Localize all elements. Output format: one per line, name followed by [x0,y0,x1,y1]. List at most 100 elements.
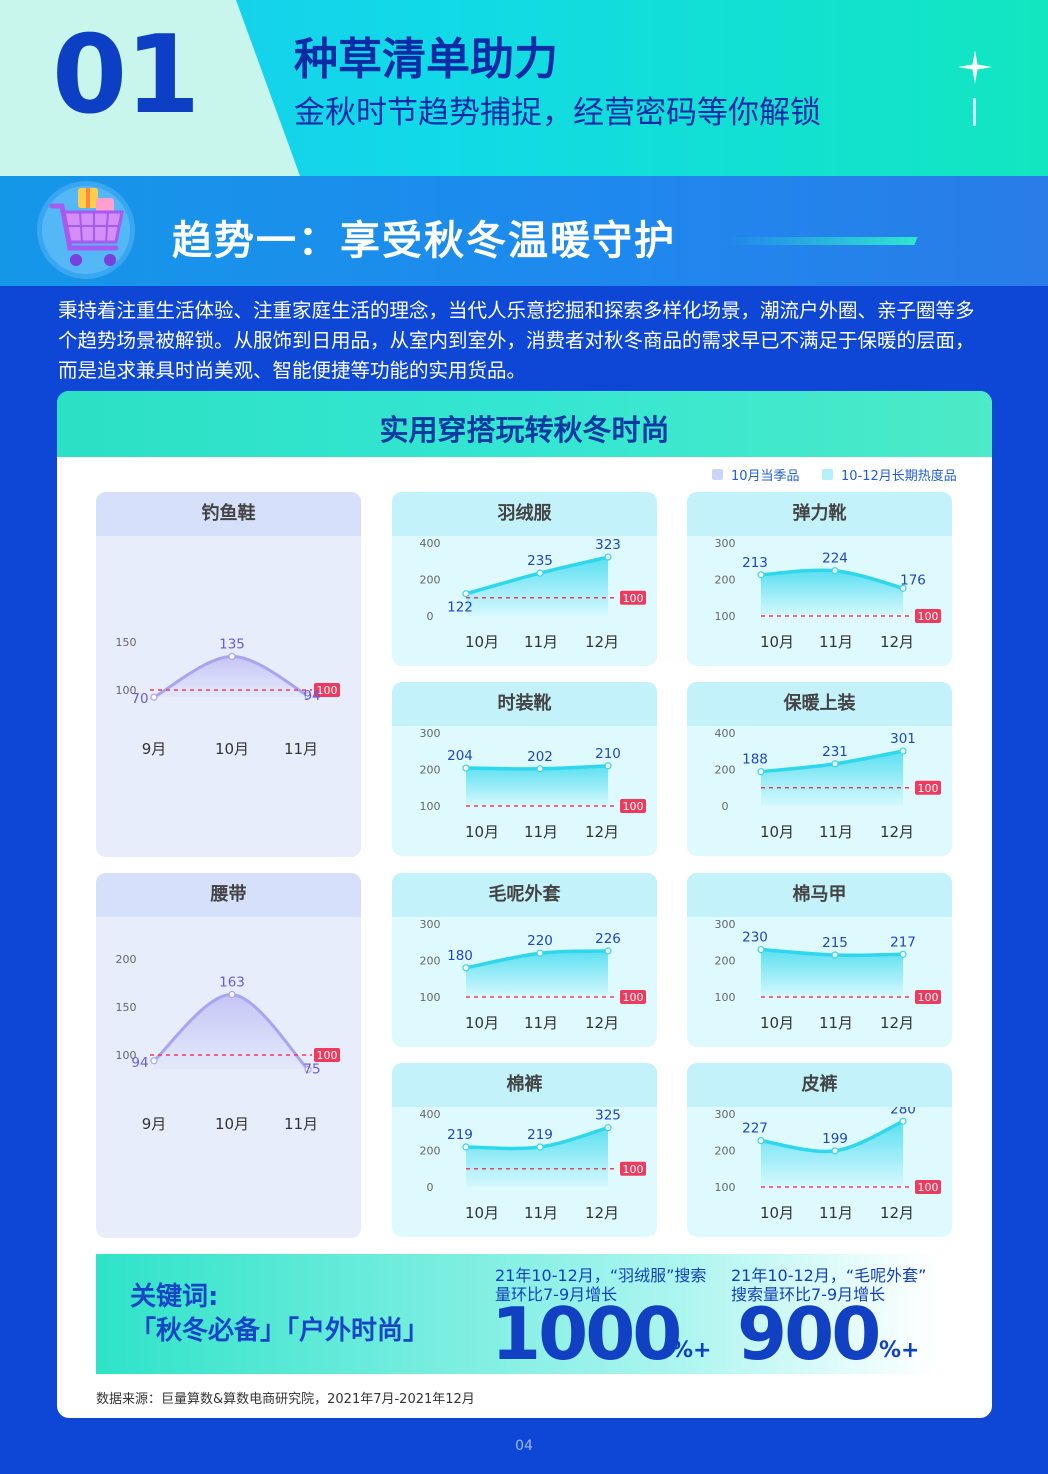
baseline-label: 100 [623,1163,644,1176]
stat-wool-coat: 21年10-12月，“毛呢外套” 搜索量环比7-9月增长 900 %+ [731,1266,931,1370]
x-tick-label: 12月 [585,633,619,651]
y-tick-label: 300 [715,918,736,931]
y-tick-label: 200 [116,953,137,966]
baseline-label: 100 [317,684,338,697]
baseline-label: 100 [623,991,644,1004]
section-number: 01 [52,13,200,138]
x-tick-label: 11月 [284,740,318,758]
x-tick-label: 11月 [524,1204,558,1222]
baseline-badge [620,590,646,605]
page-title: 种草清单助力 [294,34,558,85]
y-tick-label: 150 [116,636,137,649]
data-label: 122 [447,600,473,616]
data-label: 231 [822,744,848,760]
data-label: 230 [742,930,768,946]
baseline-label: 100 [918,610,939,623]
line-chart: 100 200 300 100 213 224 176 10月 11月 12月 [715,537,941,651]
page-number: 04 [515,1438,533,1454]
chart-panel: 0 200 400 100 122 235 323 10月 11月 12月 羽绒服 [392,492,657,666]
x-tick-label: 10月 [465,823,499,841]
chart-title: 弹力靴 [687,492,952,536]
data-point [757,571,765,579]
stat-value: 1000 [491,1292,682,1376]
data-point [899,950,907,958]
data-point [899,747,907,755]
x-tick-label: 11月 [284,1115,318,1133]
baseline-label: 100 [623,592,644,605]
stat-unit: %+ [671,1338,712,1363]
y-tick-label: 300 [420,727,441,740]
baseline-badge [915,609,941,623]
y-tick-label: 200 [420,764,441,777]
data-source: 数据来源：巨量算数&算数电商研究院，2021年7月-2021年12月 [96,1392,475,1407]
intro-paragraph: 秉持着注重生活体验、注重家庭生活的理念，当代人乐意挖掘和探索多样化场景，潮流户外… [58,299,975,382]
legend-label: 10-12月长期热度品 [841,469,957,484]
x-tick-label: 12月 [880,1014,914,1032]
x-tick-label: 9月 [142,740,167,758]
y-tick-label: 100 [116,684,137,697]
legend-label: 10月当季品 [731,469,800,484]
x-tick-label: 11月 [524,633,558,651]
data-label: 325 [595,1108,621,1124]
y-tick-label: 400 [420,1108,441,1121]
x-tick-label: 11月 [819,823,853,841]
data-label: 224 [822,551,848,567]
y-tick-label: 150 [116,1001,137,1014]
x-tick-label: 10月 [760,823,794,841]
data-label: 220 [527,933,553,949]
data-point [831,951,839,959]
data-point [536,765,544,773]
data-point [604,947,612,955]
stat-desc: 搜索量环比7-9月增长 [731,1285,886,1304]
chart-title: 保暖上装 [687,682,952,726]
x-tick-label: 11月 [819,1204,853,1222]
sparkle-icon [958,50,992,84]
chart-panel: 100 200 300 100 213 224 176 10月 11月 12月 弹力靴 [687,492,952,666]
keyword-block: 关键词: 「秋冬必备」「户外时尚」 [130,1280,429,1348]
legend-item-seasonal: 10月当季品 [712,465,800,484]
line-chart: 100 200 300 100 204 202 210 10月 11月 12月 [420,727,646,841]
keyword-values: 「秋冬必备」「户外时尚」 [130,1316,430,1346]
data-point [757,1137,765,1145]
data-point [831,567,839,575]
data-point [462,764,470,772]
baseline-badge [620,990,646,1004]
chart-panel: 100 200 300 100 204 202 210 10月 11月 12月 时装靴 [392,682,657,856]
data-point [462,1143,470,1151]
data-label: 202 [527,749,553,765]
data-label: 163 [219,975,245,991]
data-point [536,949,544,957]
y-tick-label: 200 [715,764,736,777]
stat-down-jacket: 21年10-12月，“羽绒服”搜索 量环比7-9月增长 1000 %+ [491,1266,735,1370]
chart-title: 毛呢外套 [392,873,657,917]
chart-title: 钓鱼鞋 [96,492,361,536]
data-point [304,692,312,700]
y-tick-label: 100 [715,1181,736,1194]
baseline-badge [314,1048,340,1062]
baseline-label: 100 [918,991,939,1004]
x-tick-label: 9月 [142,1115,167,1133]
data-point [462,590,470,598]
chart-title: 棉马甲 [687,873,952,917]
series-area [466,1127,608,1187]
stat-unit: %+ [879,1338,920,1363]
data-point [228,990,236,999]
data-label: 301 [890,731,916,747]
y-tick-label: 300 [715,1108,736,1121]
data-label: 94 [131,1055,148,1071]
y-tick-label: 0 [427,610,434,623]
data-point [899,584,907,592]
chart-title: 腰带 [96,873,361,917]
data-label: 210 [595,746,621,762]
stat-value: 900 [737,1292,881,1376]
line-chart: 0 200 400 100 219 219 325 10月 11月 12月 [420,1108,646,1222]
y-tick-label: 0 [427,1181,434,1194]
x-tick-label: 11月 [524,1014,558,1032]
data-label: 70 [131,691,148,707]
data-label: 227 [742,1121,768,1137]
data-label: 215 [822,935,848,951]
x-tick-label: 10月 [465,1204,499,1222]
series-area [466,557,608,616]
y-tick-label: 400 [715,727,736,740]
